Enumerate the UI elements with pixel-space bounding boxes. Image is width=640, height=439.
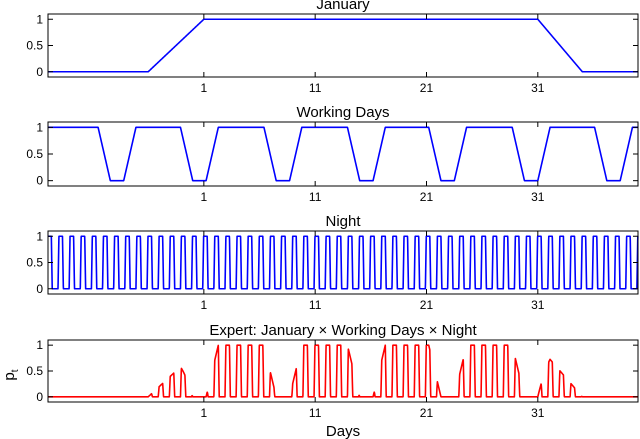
plot-frame xyxy=(47,13,639,78)
series-line-1 xyxy=(47,344,639,398)
series-line-1 xyxy=(47,126,639,182)
y-tick-label: 0 xyxy=(36,282,43,296)
x-axis-label: Days xyxy=(326,423,360,439)
y-axis-label-subscript: t xyxy=(10,369,21,372)
y-tick-label: 0 xyxy=(36,390,43,404)
x-tick-label: 31 xyxy=(531,81,545,95)
y-tick-label: 1 xyxy=(36,229,43,243)
x-tick-label: 1 xyxy=(201,406,208,420)
y-tick-label: 0.5 xyxy=(26,364,43,378)
y-tick-label: 0 xyxy=(36,65,43,79)
panel-title: January xyxy=(316,0,370,13)
plot-frame xyxy=(47,339,639,403)
panel-title: Expert: January × Working Days × Night xyxy=(209,322,477,339)
x-tick-label: 11 xyxy=(309,406,322,420)
series-line-1 xyxy=(47,18,639,73)
y-tick-label: 1 xyxy=(36,120,43,134)
x-tick-label: 1 xyxy=(201,81,208,95)
x-tick-label: 21 xyxy=(420,298,434,312)
y-tick-label: 1 xyxy=(36,12,43,26)
y-tick-label: 1 xyxy=(36,338,43,352)
x-tick-label: 31 xyxy=(531,190,545,204)
x-tick-label: 11 xyxy=(309,298,322,312)
x-tick-label: 11 xyxy=(309,81,322,95)
y-tick-label: 0.5 xyxy=(26,39,43,53)
y-axis-label-main: p xyxy=(1,372,18,380)
y-tick-label: 0.5 xyxy=(26,147,43,161)
x-tick-label: 31 xyxy=(531,406,545,420)
x-tick-label: 31 xyxy=(531,298,545,312)
y-tick-label: 0 xyxy=(36,174,43,188)
y-tick-label: 0.5 xyxy=(26,256,43,270)
series-line-1 xyxy=(47,235,639,290)
y-axis-label: pt xyxy=(1,369,21,380)
x-tick-label: 1 xyxy=(201,298,208,312)
x-tick-label: 21 xyxy=(420,81,434,95)
x-tick-label: 21 xyxy=(420,190,434,204)
x-tick-label: 21 xyxy=(420,406,434,420)
panel-title: Working Days xyxy=(296,104,389,121)
panel-title: Night xyxy=(325,213,361,230)
x-tick-label: 1 xyxy=(201,190,208,204)
x-tick-label: 11 xyxy=(309,190,322,204)
